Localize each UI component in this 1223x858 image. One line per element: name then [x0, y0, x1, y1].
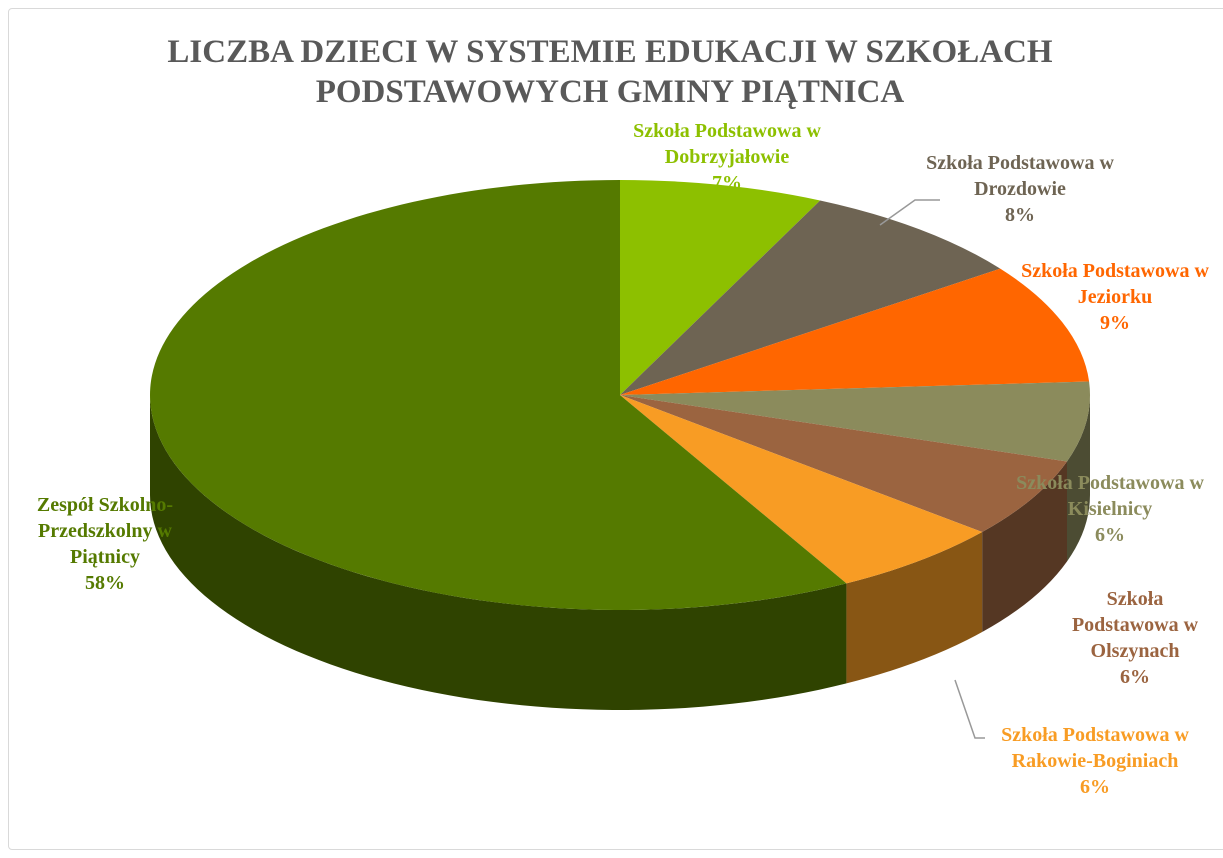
slice-side	[846, 532, 983, 684]
data-label: Szkoła Podstawowa w Jeziorku 9%	[995, 258, 1223, 336]
leader-line	[879, 199, 940, 226]
label-value: 8%	[1005, 204, 1035, 226]
label-name: Szkoła Podstawowa w Olszynach	[1071, 588, 1199, 662]
slice	[620, 395, 983, 584]
data-label: Szkoła Podstawowa w Olszynach 6%	[1053, 586, 1218, 690]
slice	[620, 180, 821, 395]
label-name: Zespół Szkolno-Przedszkolny w Piątnicy	[36, 494, 174, 568]
label-value: 9%	[1100, 312, 1130, 334]
chart-frame	[8, 8, 1223, 850]
label-name: Szkoła Podstawowa w Rakowie-Boginiach	[1001, 724, 1189, 772]
data-label: Szkoła Podstawowa w Dobrzyjałowie 7%	[597, 118, 857, 196]
leader-line	[954, 679, 985, 739]
data-label: Szkoła Podstawowa w Rakowie-Boginiach 6%	[998, 722, 1193, 800]
data-label: Szkoła Podstawowa w Drozdowie 8%	[890, 150, 1150, 228]
label-value: 7%	[712, 172, 742, 194]
label-name: Szkoła Podstawowa w Jeziorku	[1021, 260, 1209, 308]
label-name: Szkoła Podstawowa w Drozdowie	[926, 152, 1114, 200]
label-name: Szkoła Podstawowa w Dobrzyjałowie	[633, 120, 821, 168]
slice-side	[982, 461, 1067, 633]
label-value: 58%	[85, 572, 125, 594]
slice	[620, 268, 1090, 395]
slice-side	[1066, 395, 1090, 562]
label-value: 6%	[1080, 776, 1110, 798]
slice	[620, 200, 1001, 395]
chart-title: LICZBA DZIECI W SYSTEMIE EDUKACJI W SZKO…	[167, 34, 1053, 110]
slice	[620, 381, 1090, 462]
data-label: Zespół Szkolno-Przedszkolny w Piątnicy 58…	[10, 492, 200, 596]
label-value: 6%	[1120, 666, 1150, 688]
slice	[150, 180, 847, 610]
label-value: 6%	[1095, 524, 1125, 546]
data-label: Szkoła Podstawowa w Kisielnicy 6%	[990, 470, 1223, 548]
slice	[620, 395, 1067, 533]
label-name: Szkoła Podstawowa w Kisielnicy	[1016, 472, 1204, 520]
slice-side	[150, 395, 847, 710]
